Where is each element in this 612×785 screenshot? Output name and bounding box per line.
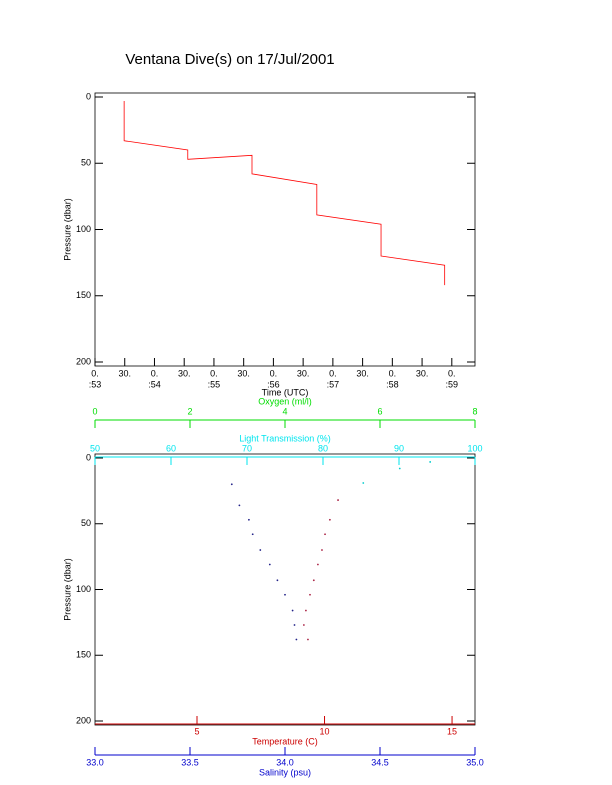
data-point (238, 504, 241, 507)
x-tick-label: 50 (90, 443, 100, 453)
y-tick-label: 50 (81, 158, 91, 168)
y-tick-label: 100 (76, 224, 91, 234)
x-axis-label: Oxygen (ml/l) (258, 396, 312, 406)
data-point (302, 624, 305, 626)
y-tick-label: 0 (86, 452, 91, 462)
x-tick-label: 0. (329, 368, 337, 378)
x-tick-label: 10 (320, 726, 330, 736)
x-tick-label: 0. (270, 368, 278, 378)
x-tick-label: 0. (151, 368, 159, 378)
data-point (268, 563, 271, 566)
x-tick-label: 4 (282, 406, 287, 416)
x-tick-label: 90 (394, 443, 404, 453)
data-point (307, 638, 309, 641)
x-tick-label: 33.0 (86, 757, 104, 767)
data-point (324, 533, 326, 536)
x-tick-label: 80 (318, 443, 328, 453)
x-tick-label: :53 (89, 379, 102, 389)
y-axis-label: Pressure (dbar) (62, 198, 72, 261)
x-axis-label: Salinity (psu) (259, 767, 311, 777)
x-tick-label: :54 (148, 379, 161, 389)
data-point (321, 549, 323, 551)
x-axis-label: Time (UTC) (262, 387, 309, 397)
x-tick-label: 100 (467, 443, 482, 453)
x-tick-label: 0 (92, 406, 97, 416)
data-point (328, 518, 331, 521)
data-point (248, 518, 250, 521)
x-tick-label: 2 (187, 406, 192, 416)
x-tick-label: 60 (166, 443, 176, 453)
x-tick-label: 5 (195, 726, 200, 736)
x-tick-label: 30. (297, 368, 310, 378)
y-tick-label: 50 (81, 518, 91, 528)
x-tick-label: 30. (178, 368, 191, 378)
data-point (251, 533, 254, 536)
y-tick-label: 0 (86, 91, 91, 101)
x-axis-label: Temperature (C) (252, 736, 318, 746)
data-point (429, 461, 432, 463)
chart-title: Ventana Dive(s) on 17/Jul/2001 (125, 51, 334, 68)
x-tick-label: 34.0 (276, 757, 294, 767)
y-tick-label: 150 (76, 650, 91, 660)
x-tick-label: 0. (448, 368, 456, 378)
data-point (309, 593, 311, 596)
x-tick-label: 8 (472, 406, 477, 416)
x-tick-label: 33.5 (181, 757, 199, 767)
x-tick-label: :56 (267, 379, 280, 389)
data-point (230, 483, 233, 486)
x-tick-label: :57 (327, 379, 340, 389)
x-tick-label: 0. (389, 368, 397, 378)
x-tick-label: :58 (386, 379, 399, 389)
y-tick-label: 200 (76, 356, 91, 366)
data-point (284, 593, 286, 596)
data-point (305, 609, 307, 612)
x-tick-label: 35.0 (466, 757, 484, 767)
y-tick-label: 100 (76, 584, 91, 594)
data-point (293, 624, 296, 626)
data-point (362, 482, 365, 484)
data-point (337, 499, 339, 501)
data-point (295, 638, 298, 641)
x-tick-label: 30. (118, 368, 131, 378)
x-tick-label: 30. (416, 368, 429, 378)
x-tick-label: :59 (446, 379, 459, 389)
data-point (291, 609, 294, 612)
y-tick-label: 200 (76, 715, 91, 725)
plot-frame (94, 453, 476, 726)
x-tick-label: 15 (447, 726, 457, 736)
data-line (123, 100, 446, 286)
x-tick-label: 30. (237, 368, 250, 378)
x-tick-label: 70 (242, 443, 252, 453)
data-point (259, 549, 262, 551)
x-tick-label: 34.5 (371, 757, 389, 767)
x-tick-label: :55 (208, 379, 221, 389)
plot-frame (94, 92, 476, 367)
y-axis-label: Pressure (dbar) (62, 558, 72, 621)
data-point (398, 467, 401, 470)
x-tick-label: 0. (210, 368, 218, 378)
data-point (316, 563, 319, 566)
x-tick-label: 30. (356, 368, 369, 378)
x-axis-label: Light Transmission (%) (239, 433, 331, 443)
data-point (276, 579, 279, 582)
x-tick-label: 6 (377, 406, 382, 416)
data-point (312, 579, 315, 582)
y-tick-label: 150 (76, 290, 91, 300)
x-tick-label: 0. (91, 368, 99, 378)
